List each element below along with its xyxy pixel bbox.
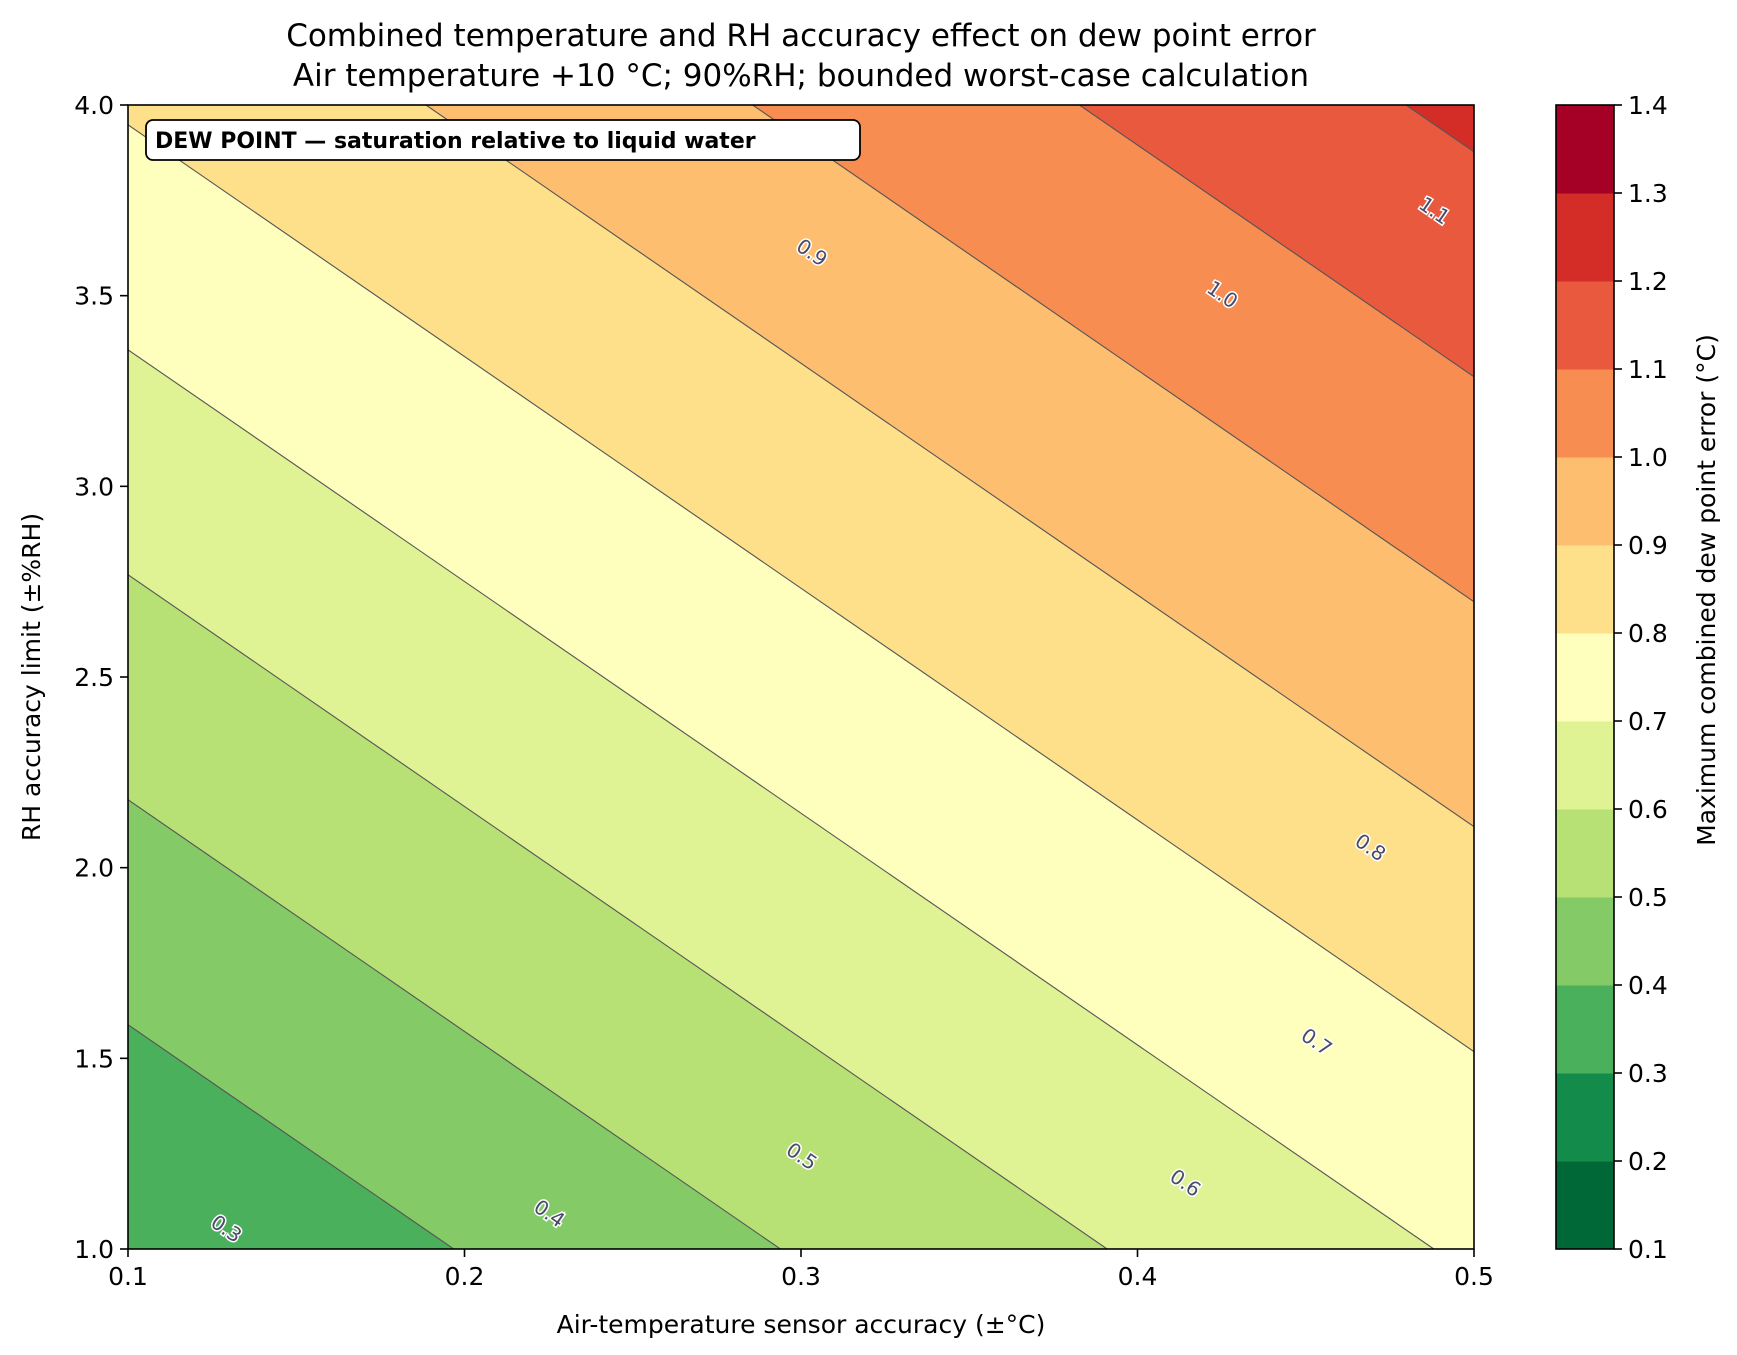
colorbar-tick-label: 0.5 bbox=[1628, 883, 1668, 912]
contour-line-0.4 bbox=[128, 1024, 455, 1249]
chart-title: Combined temperature and RH accuracy eff… bbox=[286, 18, 1316, 54]
colorbar-segment-1.1 bbox=[1556, 281, 1614, 370]
x-tick-label: 0.1 bbox=[108, 1262, 148, 1291]
y-tick-label: 1.0 bbox=[74, 1235, 114, 1264]
colorbar-tick-label: 0.9 bbox=[1628, 531, 1668, 560]
x-tick-label: 0.3 bbox=[781, 1262, 821, 1291]
y-tick-label: 1.5 bbox=[74, 1044, 114, 1073]
colorbar-tick-label: 1.3 bbox=[1628, 179, 1668, 208]
colorbar-segment-1.3 bbox=[1556, 105, 1614, 194]
colorbar-tick-label: 0.1 bbox=[1628, 1235, 1668, 1264]
colorbar-label: Maximum combined dew point error (°C) bbox=[1692, 334, 1721, 846]
colorbar-segment-0.7 bbox=[1556, 633, 1614, 722]
x-axis: 0.1 0.2 0.3 0.4 0.5 bbox=[108, 1249, 1494, 1291]
contour-fill-layer bbox=[128, 105, 1474, 1249]
colorbar-segment-0.6 bbox=[1556, 721, 1614, 810]
colorbar-tick-label: 0.8 bbox=[1628, 619, 1668, 648]
contour-line-1.2 bbox=[1405, 105, 1474, 153]
colorbar-tick-label: 1.1 bbox=[1628, 355, 1668, 384]
colorbar-tick-label: 0.6 bbox=[1628, 795, 1668, 824]
x-axis-label: Air-temperature sensor accuracy (±°C) bbox=[557, 1310, 1046, 1339]
colorbar-segment-0.2 bbox=[1556, 1073, 1614, 1162]
contour-line-0.9 bbox=[425, 105, 1474, 828]
colorbar-frame bbox=[1555, 104, 1615, 1250]
colorbar-tick-label: 1.2 bbox=[1628, 267, 1668, 296]
annotation-text: DEW POINT — saturation relative to liqui… bbox=[155, 129, 756, 154]
y-tick-label: 3.0 bbox=[74, 472, 114, 501]
contour-line-0.8 bbox=[128, 124, 1474, 1053]
colorbar-tick-label: 0.3 bbox=[1628, 1059, 1668, 1088]
annotation-box: DEW POINT — saturation relative to liqui… bbox=[145, 119, 861, 161]
colorbar-segment-1.2 bbox=[1556, 193, 1614, 282]
colorbar-tick-label: 1.4 bbox=[1628, 91, 1668, 120]
colorbar-segment-0.5 bbox=[1556, 809, 1614, 898]
contour-line-1.1 bbox=[1079, 105, 1474, 378]
annotation-frame bbox=[145, 119, 861, 161]
contour-line-1.0 bbox=[752, 105, 1474, 603]
x-tick-label: 0.5 bbox=[1454, 1262, 1494, 1291]
y-axis: 1.0 1.5 2.0 2.5 3.0 3.5 4.0 bbox=[74, 91, 128, 1264]
y-tick-label: 3.5 bbox=[74, 282, 114, 311]
y-tick-label: 4.0 bbox=[74, 91, 114, 120]
colorbar-tick-label: 0.2 bbox=[1628, 1147, 1668, 1176]
chart-subtitle: Air temperature +10 °C; 90%RH; bounded w… bbox=[293, 58, 1309, 94]
colorbar-tick-label: 0.7 bbox=[1628, 707, 1668, 736]
contour-line-0.7 bbox=[128, 349, 1435, 1249]
colorbar-segment-0.8 bbox=[1556, 545, 1614, 634]
colorbar-segment-0.1 bbox=[1556, 1161, 1614, 1250]
y-tick-label: 2.5 bbox=[74, 663, 114, 692]
contour-line-0.6 bbox=[128, 574, 1108, 1249]
colorbar: 0.1 0.2 0.3 0.4 0.5 0.6 0.7 0.8 0.9 1.0 1.1 1.2 1.3 1… bbox=[1555, 91, 1668, 1264]
contour-line-0.5 bbox=[128, 799, 781, 1249]
colorbar-segment-0.3 bbox=[1556, 985, 1614, 1074]
y-axis-label: RH accuracy limit (±%RH) bbox=[17, 513, 46, 841]
colorbar-tick-label: 1.0 bbox=[1628, 443, 1668, 472]
colorbar-segment-0.4 bbox=[1556, 897, 1614, 986]
x-tick-label: 0.2 bbox=[445, 1262, 485, 1291]
contour-line-layer bbox=[128, 105, 1474, 1249]
colorbar-segment-0.9 bbox=[1556, 457, 1614, 546]
colorbar-segment-1.0 bbox=[1556, 369, 1614, 458]
x-tick-label: 0.4 bbox=[1118, 1262, 1158, 1291]
colorbar-tick-label: 0.4 bbox=[1628, 971, 1668, 1000]
y-tick-label: 2.0 bbox=[74, 854, 114, 883]
